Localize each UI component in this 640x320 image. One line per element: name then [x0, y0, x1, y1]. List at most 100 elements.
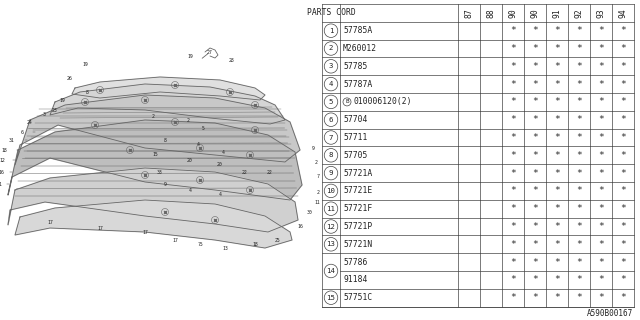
- Text: *: *: [620, 44, 626, 53]
- Text: *: *: [598, 151, 604, 160]
- Text: 24: 24: [27, 121, 33, 125]
- Text: *: *: [532, 115, 538, 124]
- Text: 2: 2: [317, 189, 319, 195]
- Text: 23: 23: [52, 108, 58, 113]
- Text: *: *: [598, 62, 604, 71]
- Text: *: *: [532, 240, 538, 249]
- Text: 18: 18: [1, 148, 7, 153]
- Text: 87: 87: [465, 8, 474, 18]
- Text: 11: 11: [314, 199, 320, 204]
- Text: 6: 6: [329, 117, 333, 123]
- Text: 90: 90: [531, 8, 540, 18]
- Text: *: *: [554, 204, 560, 213]
- Text: 5: 5: [202, 125, 204, 131]
- Text: 90: 90: [509, 8, 518, 18]
- Text: 12: 12: [326, 223, 335, 229]
- Text: 57711: 57711: [343, 133, 367, 142]
- Text: *: *: [510, 169, 516, 178]
- Text: *: *: [532, 62, 538, 71]
- Text: 9: 9: [164, 182, 166, 188]
- Text: 4: 4: [329, 81, 333, 87]
- Text: *: *: [620, 115, 626, 124]
- Text: *: *: [620, 240, 626, 249]
- Text: 6: 6: [20, 130, 24, 134]
- Text: *: *: [620, 26, 626, 35]
- Text: A590B00167: A590B00167: [587, 309, 633, 318]
- Text: *: *: [510, 240, 516, 249]
- Text: *: *: [554, 62, 560, 71]
- Text: *: *: [620, 204, 626, 213]
- Text: *: *: [532, 80, 538, 89]
- Text: *: *: [532, 151, 538, 160]
- Text: B: B: [345, 100, 349, 104]
- Text: 57721F: 57721F: [343, 204, 372, 213]
- Text: *: *: [510, 26, 516, 35]
- Text: *: *: [532, 169, 538, 178]
- Text: 20: 20: [187, 157, 193, 163]
- Text: *: *: [510, 258, 516, 267]
- Text: *: *: [576, 26, 582, 35]
- Text: 57785: 57785: [343, 62, 367, 71]
- Text: 57785A: 57785A: [343, 26, 372, 35]
- Polygon shape: [8, 168, 298, 232]
- Polygon shape: [72, 77, 265, 100]
- Text: 88: 88: [486, 8, 495, 18]
- Text: *: *: [554, 44, 560, 53]
- Text: *: *: [510, 151, 516, 160]
- Text: *: *: [554, 222, 560, 231]
- Text: *: *: [554, 187, 560, 196]
- Text: 22: 22: [242, 170, 248, 174]
- Text: *: *: [554, 169, 560, 178]
- Text: 19: 19: [187, 54, 193, 60]
- Text: *: *: [620, 80, 626, 89]
- Text: *: *: [576, 240, 582, 249]
- Text: *: *: [576, 293, 582, 302]
- Text: 57721A: 57721A: [343, 169, 372, 178]
- Text: 2: 2: [152, 115, 154, 119]
- Text: *: *: [620, 133, 626, 142]
- Text: *: *: [532, 293, 538, 302]
- Text: *: *: [576, 97, 582, 107]
- Text: 57786: 57786: [343, 258, 367, 267]
- Text: *: *: [576, 133, 582, 142]
- Text: *: *: [598, 276, 604, 284]
- Text: *: *: [620, 276, 626, 284]
- Text: *: *: [576, 151, 582, 160]
- Text: *: *: [620, 169, 626, 178]
- Text: *: *: [510, 187, 516, 196]
- Text: 13: 13: [326, 241, 335, 247]
- Text: 16: 16: [0, 170, 4, 174]
- Text: *: *: [576, 222, 582, 231]
- Text: *: *: [598, 26, 604, 35]
- Text: 20: 20: [217, 163, 223, 167]
- Text: *: *: [510, 97, 516, 107]
- Text: 26: 26: [67, 76, 73, 81]
- Text: 3: 3: [329, 63, 333, 69]
- Text: 94: 94: [618, 8, 627, 18]
- Text: 91: 91: [552, 8, 561, 18]
- Polygon shape: [50, 84, 285, 124]
- Text: 57787A: 57787A: [343, 80, 372, 89]
- Text: *: *: [554, 276, 560, 284]
- Text: 25: 25: [275, 237, 281, 243]
- Text: *: *: [554, 80, 560, 89]
- Text: 10: 10: [326, 188, 335, 194]
- Text: 010006120(2): 010006120(2): [353, 97, 412, 107]
- Polygon shape: [15, 200, 292, 248]
- Text: 57721E: 57721E: [343, 187, 372, 196]
- Text: *: *: [554, 97, 560, 107]
- Text: *: *: [532, 26, 538, 35]
- Text: *: *: [532, 222, 538, 231]
- Text: *: *: [598, 222, 604, 231]
- Text: 4: 4: [196, 142, 200, 148]
- Polygon shape: [15, 95, 300, 165]
- Text: *: *: [620, 222, 626, 231]
- Text: 18: 18: [252, 243, 258, 247]
- Text: *: *: [554, 115, 560, 124]
- Text: 17: 17: [47, 220, 53, 225]
- Text: *: *: [532, 204, 538, 213]
- Text: *: *: [576, 115, 582, 124]
- Text: *: *: [576, 187, 582, 196]
- Text: *: *: [620, 293, 626, 302]
- Text: *: *: [576, 62, 582, 71]
